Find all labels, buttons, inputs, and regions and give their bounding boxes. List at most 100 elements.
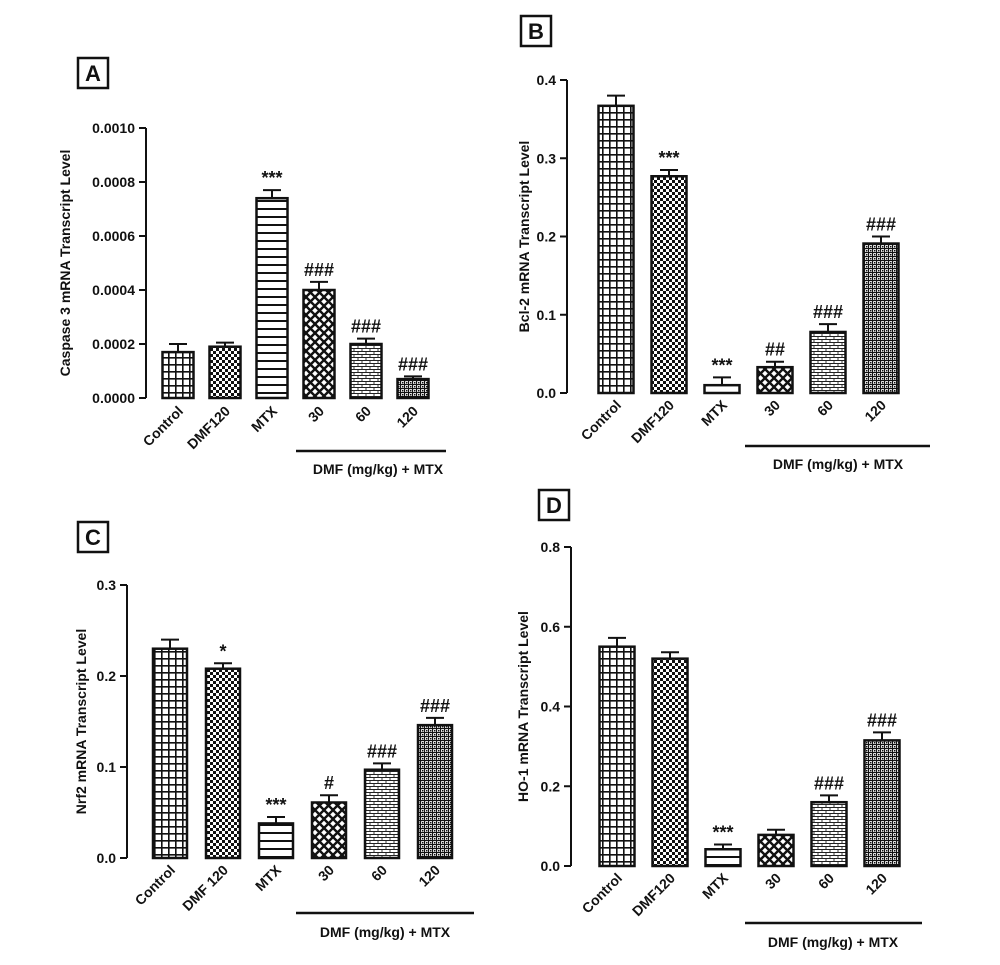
y-axis-label: HO-1 mRNA Transcript Level: [515, 611, 531, 802]
group-label: DMF (mg/kg) + MTX: [768, 934, 899, 950]
bar-60: [363, 768, 401, 860]
bar-60: [810, 800, 848, 868]
bar-dmf120: [208, 345, 242, 400]
x-tick-label: DMF 120: [179, 862, 231, 914]
y-axis-label: Bcl-2 mRNA Transcript Level: [516, 141, 532, 333]
panel-a: A 0.0000 0.0002 0.0004 0.0006 0.0008 0.0010 Cas…: [57, 56, 446, 477]
panel-letter: A: [85, 61, 101, 86]
significance-label: ***: [711, 355, 732, 375]
significance-label: ###: [420, 696, 450, 716]
y-tick-label: 0.8: [541, 539, 561, 555]
bar-mtx: [255, 196, 289, 400]
bar-dmf120: [650, 174, 688, 395]
x-tick-label: Control: [578, 397, 625, 444]
significance-label: ##: [765, 340, 785, 360]
y-tick-label: 0.0006: [92, 228, 135, 244]
panel-d: D 0.0 0.2 0.4 0.6 0.8 HO-1 mRNA Transcript Lev…: [515, 488, 922, 950]
y-tick-label: 0.0: [541, 858, 561, 874]
y-tick-label: 0.0010: [92, 120, 135, 136]
y-tick-label: 0.2: [541, 778, 561, 794]
x-tick-label: DMF120: [184, 403, 233, 452]
significance-label: ***: [265, 795, 286, 815]
panel-letter-box: [537, 488, 571, 522]
significance-label: ***: [261, 168, 282, 188]
panel-letter-box: [76, 56, 110, 90]
x-tick-label: 120: [861, 397, 889, 425]
x-tick-label: Control: [579, 870, 626, 917]
significance-label: ###: [814, 773, 844, 793]
x-tick-label: 60: [814, 397, 836, 419]
x-tick-label: MTX: [252, 861, 285, 894]
bar-control: [598, 645, 636, 868]
bar-120: [416, 723, 454, 860]
x-tick-label: 120: [393, 403, 421, 431]
x-tick-label: 60: [352, 403, 374, 425]
x-tick-label: 30: [315, 862, 337, 884]
bar-60: [809, 330, 847, 395]
group-label: DMF (mg/kg) + MTX: [773, 456, 904, 472]
significance-label: ###: [867, 710, 897, 730]
y-tick-label: 0.3: [537, 150, 557, 166]
bar-control: [597, 104, 635, 395]
bar-30: [302, 288, 336, 400]
significance-label: ###: [813, 302, 843, 322]
x-tick-label: 120: [415, 862, 443, 890]
y-axis-label: Nrf2 mRNA Transcript Level: [73, 629, 89, 814]
x-tick-label: 30: [762, 870, 784, 892]
x-tick-label: 60: [815, 870, 837, 892]
y-tick-label: 0.3: [97, 577, 117, 593]
y-tick-label: 0.0002: [92, 336, 135, 352]
panel-letter: B: [528, 19, 544, 44]
y-tick-label: 0.4: [541, 699, 561, 715]
bar-mtx: [703, 383, 741, 395]
bar-120: [396, 377, 430, 400]
y-axis-label: Caspase 3 mRNA Transcript Level: [57, 150, 73, 377]
y-tick-label: 0.0004: [92, 282, 135, 298]
significance-label: #: [324, 773, 334, 793]
significance-label: ###: [367, 741, 397, 761]
bar-120: [862, 242, 900, 395]
significance-label: ***: [658, 148, 679, 168]
bar-control: [151, 647, 189, 860]
x-tick-label: MTX: [698, 396, 731, 429]
bar-30: [310, 801, 348, 860]
bar-mtx: [257, 822, 295, 860]
significance-label: ***: [712, 822, 733, 842]
y-tick-label: 0.0: [97, 850, 117, 866]
x-tick-label: 30: [305, 403, 327, 425]
bar-30: [757, 833, 795, 868]
bar-120: [863, 739, 901, 868]
bar-dmf-120: [204, 667, 242, 860]
x-tick-label: 60: [368, 862, 390, 884]
significance-label: ###: [304, 260, 334, 280]
panel-letter: C: [85, 525, 101, 550]
y-tick-label: 0.4: [537, 72, 557, 88]
significance-label: ###: [351, 317, 381, 337]
x-tick-label: MTX: [248, 402, 281, 435]
x-tick-label: MTX: [699, 869, 732, 902]
panel-c: C 0.0 0.1 0.2 0.3 Nrf2 mRNA Transcript Level C…: [73, 520, 474, 940]
panel-b: B 0.0 0.1 0.2 0.3 0.4 Bcl-2 mRNA Transcript Le…: [516, 14, 930, 472]
bar-mtx: [704, 848, 742, 868]
bar-control: [161, 350, 195, 400]
y-tick-label: 0.2: [537, 229, 557, 245]
group-label: DMF (mg/kg) + MTX: [313, 461, 444, 477]
y-tick-label: 0.0000: [92, 390, 135, 406]
x-tick-label: Control: [140, 403, 187, 450]
y-tick-label: 0.1: [97, 759, 117, 775]
x-tick-label: 30: [761, 397, 783, 419]
y-tick-label: 0.1: [537, 307, 557, 323]
significance-label: ###: [866, 215, 896, 235]
x-tick-label: DMF120: [628, 397, 677, 446]
bar-60: [349, 342, 383, 400]
panel-letter-box: [76, 520, 110, 554]
x-tick-label: Control: [132, 862, 179, 909]
panel-letter-box: [519, 14, 553, 48]
y-tick-label: 0.6: [541, 619, 561, 635]
bar-30: [756, 365, 794, 395]
significance-label: ###: [398, 354, 428, 374]
bar-dmf120: [651, 657, 689, 868]
y-tick-label: 0.0008: [92, 174, 135, 190]
y-tick-label: 0.0: [537, 385, 557, 401]
